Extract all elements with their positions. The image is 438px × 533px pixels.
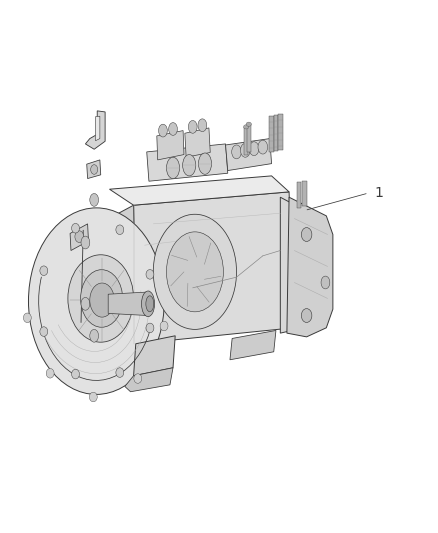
- Ellipse shape: [23, 313, 31, 322]
- Polygon shape: [147, 144, 228, 181]
- Polygon shape: [125, 368, 173, 392]
- Ellipse shape: [90, 193, 99, 206]
- Polygon shape: [269, 116, 274, 152]
- Ellipse shape: [301, 309, 312, 322]
- Polygon shape: [95, 116, 100, 141]
- Polygon shape: [274, 115, 278, 151]
- Ellipse shape: [188, 120, 197, 133]
- Polygon shape: [244, 127, 248, 155]
- Ellipse shape: [89, 392, 97, 402]
- Ellipse shape: [258, 140, 268, 154]
- Polygon shape: [280, 197, 315, 333]
- Polygon shape: [134, 192, 293, 344]
- Ellipse shape: [146, 270, 154, 279]
- Ellipse shape: [169, 123, 177, 135]
- Ellipse shape: [249, 142, 259, 156]
- Ellipse shape: [159, 124, 167, 137]
- Ellipse shape: [71, 223, 79, 233]
- Polygon shape: [108, 292, 148, 316]
- Ellipse shape: [40, 266, 48, 276]
- Polygon shape: [287, 197, 333, 337]
- Ellipse shape: [90, 283, 114, 317]
- Ellipse shape: [90, 329, 99, 342]
- Ellipse shape: [40, 327, 48, 336]
- Ellipse shape: [146, 296, 154, 312]
- Ellipse shape: [183, 155, 196, 176]
- Ellipse shape: [166, 157, 180, 179]
- Polygon shape: [185, 128, 210, 157]
- Polygon shape: [79, 205, 136, 344]
- Ellipse shape: [141, 291, 155, 317]
- Ellipse shape: [160, 321, 168, 331]
- Ellipse shape: [246, 122, 251, 126]
- Ellipse shape: [81, 297, 90, 310]
- Ellipse shape: [81, 236, 90, 249]
- Ellipse shape: [321, 276, 330, 289]
- Ellipse shape: [75, 231, 84, 243]
- Ellipse shape: [46, 368, 54, 378]
- Ellipse shape: [166, 232, 223, 312]
- Polygon shape: [302, 181, 307, 206]
- Ellipse shape: [81, 270, 123, 327]
- Polygon shape: [247, 124, 251, 152]
- Ellipse shape: [244, 125, 249, 129]
- Ellipse shape: [68, 255, 134, 342]
- Polygon shape: [87, 160, 101, 179]
- Ellipse shape: [198, 153, 212, 174]
- Ellipse shape: [198, 119, 207, 132]
- Polygon shape: [157, 131, 184, 160]
- Ellipse shape: [116, 368, 124, 377]
- Polygon shape: [134, 336, 175, 376]
- Polygon shape: [70, 224, 88, 251]
- Ellipse shape: [240, 143, 250, 157]
- Polygon shape: [297, 182, 301, 208]
- Ellipse shape: [71, 369, 79, 379]
- Ellipse shape: [134, 374, 142, 383]
- Polygon shape: [230, 330, 276, 360]
- Ellipse shape: [301, 228, 312, 241]
- Polygon shape: [278, 114, 283, 150]
- Ellipse shape: [28, 208, 164, 394]
- Ellipse shape: [232, 145, 241, 159]
- Ellipse shape: [153, 214, 237, 329]
- Text: 1: 1: [374, 186, 383, 200]
- Polygon shape: [226, 139, 272, 171]
- Ellipse shape: [91, 165, 98, 174]
- Ellipse shape: [116, 225, 124, 235]
- Polygon shape: [85, 111, 105, 149]
- Ellipse shape: [146, 323, 154, 333]
- Polygon shape: [110, 176, 289, 205]
